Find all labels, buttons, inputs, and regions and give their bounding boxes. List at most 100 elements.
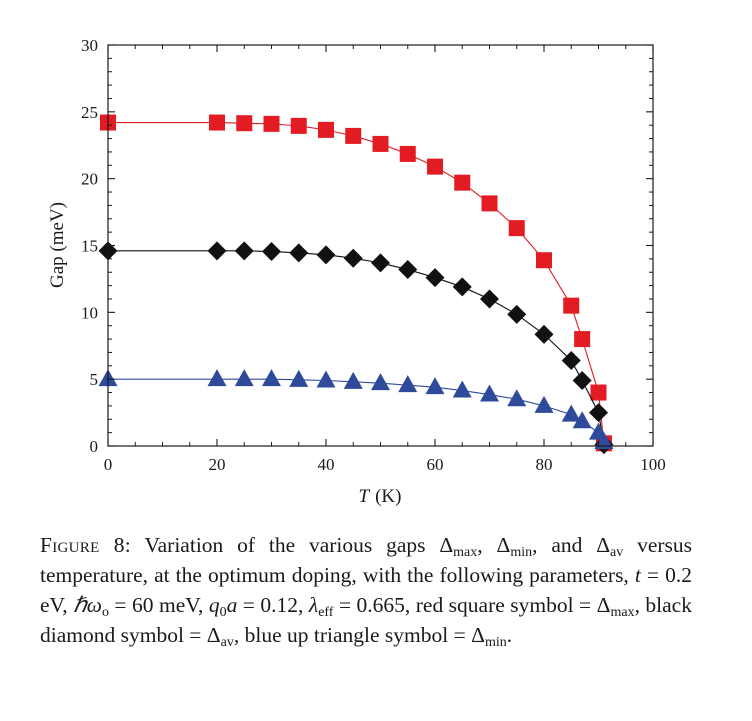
series-layer: [98, 114, 614, 455]
data-point-triangle: [371, 373, 390, 391]
series-square: [100, 114, 612, 452]
caption-text-24: .: [506, 623, 513, 647]
x-axis-title: T (K): [359, 486, 402, 507]
y-tick-label: 30: [81, 36, 98, 55]
caption-sub-1: max: [453, 545, 478, 560]
caption-text-18: = 0.665, red square symbol = Δ: [333, 593, 611, 617]
data-point-triangle: [534, 395, 554, 413]
data-point-square: [574, 331, 591, 348]
caption-var-lambda: λ: [308, 593, 319, 617]
data-point-diamond: [589, 403, 608, 423]
caption-var-q: q: [208, 593, 220, 617]
data-point-square: [508, 220, 525, 237]
data-point-square: [481, 195, 498, 212]
caption-sub-3: min: [510, 545, 533, 560]
data-point-diamond: [507, 304, 527, 324]
y-tick-label: 25: [81, 103, 98, 122]
caption-sub-19: max: [610, 605, 635, 620]
data-point-square: [236, 115, 253, 132]
caption-sub-17: eff: [318, 605, 334, 620]
data-point-triangle: [398, 375, 418, 393]
data-point-square: [536, 252, 552, 269]
caption-sub-13: 0: [219, 605, 227, 620]
data-point-square: [209, 114, 225, 131]
caption-sub-23: min: [484, 635, 507, 650]
x-tick-label: 20: [209, 455, 226, 474]
data-point-triangle: [207, 369, 227, 387]
data-point-diamond: [234, 241, 254, 261]
data-point-triangle: [234, 369, 254, 387]
caption-text-11: = 60 meV,: [108, 593, 209, 617]
x-axis-variable: T: [359, 486, 371, 507]
data-point-square: [427, 158, 443, 175]
ticks-layer: 0 20 40 60 80 100 0 5 10 15 20 25 30: [81, 36, 666, 474]
caption-text-20: , black diamond symbol = Δ: [40, 593, 692, 647]
data-point-diamond: [480, 289, 499, 309]
x-tick-label: 80: [536, 455, 553, 474]
caption-var-a: a: [226, 593, 238, 617]
data-point-diamond: [561, 350, 581, 370]
caption-sub-21: av: [220, 635, 234, 650]
x-tick-label: 0: [104, 455, 113, 474]
x-tick-label: 60: [427, 455, 444, 474]
data-point-diamond: [398, 260, 418, 280]
series-diamond: [98, 241, 614, 455]
y-tick-label: 20: [81, 170, 98, 189]
data-point-square: [590, 384, 607, 401]
caption-text-0: Variation of the various gaps Δ: [131, 533, 454, 557]
data-point-triangle: [343, 371, 363, 389]
data-point-diamond: [534, 324, 554, 344]
data-point-triangle: [425, 377, 445, 395]
data-point-diamond: [425, 268, 445, 288]
caption-var-omega: ℏω: [73, 593, 102, 617]
caption-var-t: t: [634, 563, 641, 587]
data-point-square: [263, 115, 280, 132]
data-point-square: [454, 174, 471, 191]
data-point-triangle: [594, 431, 614, 449]
data-point-diamond: [343, 248, 363, 268]
series-line: [108, 121, 605, 444]
data-point-square: [399, 145, 416, 162]
y-tick-label: 5: [90, 370, 99, 389]
data-point-triangle: [289, 369, 309, 387]
caption-text-2: , Δ: [477, 533, 511, 557]
y-tick-label: 10: [81, 303, 98, 322]
x-tick-label: 100: [640, 455, 666, 474]
data-point-square: [372, 135, 389, 152]
data-point-triangle: [561, 404, 581, 422]
x-tick-label: 40: [318, 455, 335, 474]
series-triangle-up: [98, 369, 614, 449]
data-point-diamond: [289, 243, 309, 263]
data-point-diamond: [262, 242, 281, 262]
data-point-triangle: [452, 380, 472, 398]
data-point-diamond: [371, 253, 390, 273]
data-point-triangle: [262, 369, 281, 387]
caption-text-22: , blue up triangle symbol = Δ: [233, 623, 485, 647]
series-line: [108, 250, 605, 445]
caption-sub-10: o: [101, 605, 109, 620]
figure-caption: Figure 8: Variation of the various gaps …: [40, 530, 692, 650]
x-axis-unit: (K): [375, 486, 401, 507]
caption-text-15: = 0.12,: [237, 593, 309, 617]
data-point-square: [290, 117, 307, 134]
data-point-triangle: [316, 370, 336, 388]
data-point-diamond: [207, 241, 227, 261]
caption-text-6: versus temperature, at the optimum dopin…: [40, 533, 693, 587]
caption-sub-5: av: [610, 545, 624, 560]
data-point-square: [318, 121, 334, 138]
caption-text-8: = 0.2 eV,: [40, 563, 692, 617]
caption-text-4: , and Δ: [532, 533, 611, 557]
data-point-diamond: [316, 245, 336, 265]
y-tick-label: 0: [90, 437, 99, 456]
data-point-diamond: [572, 371, 592, 391]
data-point-square: [345, 127, 362, 144]
data-point-diamond: [452, 277, 472, 297]
data-point-triangle: [480, 384, 499, 402]
y-axis-title: Gap (meV): [47, 202, 68, 288]
data-point-square: [563, 297, 580, 314]
gap-vs-temperature-chart: 0 20 40 60 80 100 0 5 10 15 20 25 30 Gap (meV) T (K): [47, 36, 666, 507]
y-tick-label: 15: [81, 237, 98, 256]
data-point-triangle: [572, 411, 592, 429]
figure-label: Figure 8:: [40, 533, 132, 557]
data-point-triangle: [507, 389, 527, 407]
